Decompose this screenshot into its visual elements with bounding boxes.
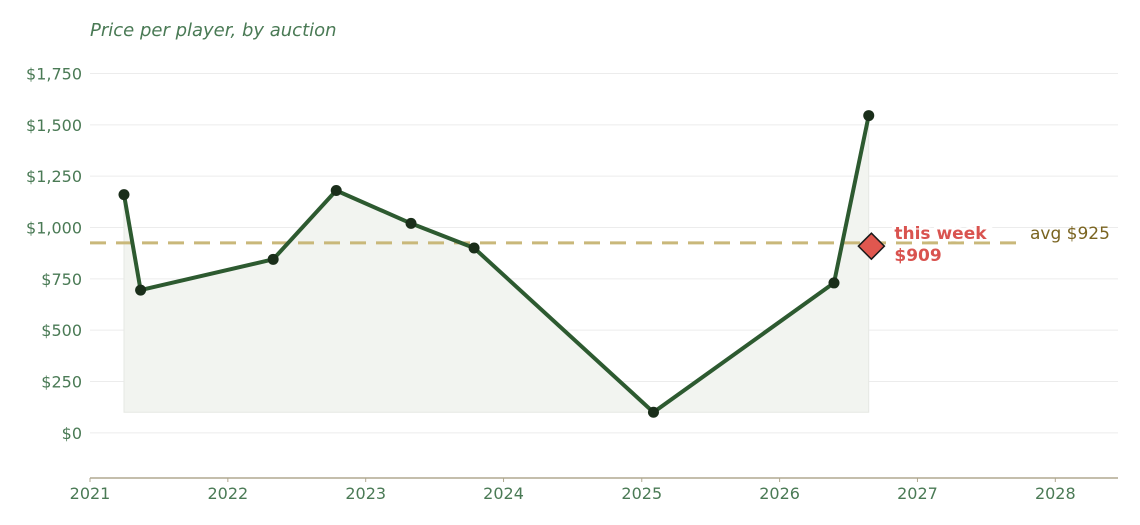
data-point: [863, 110, 875, 122]
y-tick-label: $250: [41, 372, 82, 391]
series-area: [123, 115, 870, 413]
this-week-highlight: this week$909: [857, 222, 990, 269]
data-point: [267, 253, 279, 265]
average-reference: avg $925: [90, 224, 1110, 245]
y-tick-label: $1,000: [26, 218, 82, 237]
x-tick-label: 2024: [483, 484, 524, 503]
x-axis: 2021 2022 2023 2024 2025 2026 2027 2028: [70, 477, 1118, 503]
data-point: [647, 406, 659, 418]
data-point: [828, 277, 840, 289]
y-tick-label: $1,500: [26, 116, 82, 135]
x-tick-label: 2021: [70, 484, 111, 503]
data-points: [118, 110, 875, 418]
data-point: [330, 185, 342, 197]
y-tick-label: $0: [62, 424, 82, 443]
data-point: [468, 242, 480, 254]
data-point: [118, 189, 130, 201]
y-tick-label: $1,250: [26, 167, 82, 186]
y-tick-label: $1,750: [26, 64, 82, 83]
y-axis-ticks: $0 $250 $500 $750 $1,000 $1,250 $1,500 $1,750: [26, 64, 82, 442]
highlight-value: $909: [894, 246, 941, 266]
x-tick-label: 2023: [345, 484, 386, 503]
y-tick-label: $500: [41, 321, 82, 340]
x-tick-label: 2025: [621, 484, 662, 503]
x-tick-label: 2028: [1035, 484, 1076, 503]
y-tick-label: $750: [41, 270, 82, 289]
average-label: avg $925: [1030, 224, 1110, 244]
data-point: [405, 217, 417, 229]
highlight-marker: [857, 232, 886, 261]
highlight-label: this week: [894, 224, 987, 244]
data-point: [135, 284, 147, 296]
chart-title: Price per player, by auction: [90, 20, 337, 41]
x-tick-label: 2027: [897, 484, 938, 503]
x-tick-label: 2026: [759, 484, 800, 503]
x-tick-label: 2022: [207, 484, 248, 503]
area-fill: [123, 115, 870, 413]
